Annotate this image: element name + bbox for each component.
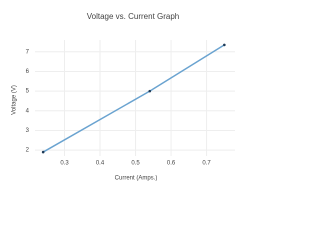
data-point [41, 150, 45, 154]
x-tick-label: 0.5 [131, 161, 140, 167]
data-line [42, 44, 225, 153]
y-tick-label: 2 [26, 148, 30, 154]
x-tick-label: 0.3 [60, 161, 69, 167]
y-tick-label: 6 [26, 69, 30, 75]
y-tick-label: 7 [26, 49, 30, 55]
y-tick-label: 4 [26, 108, 30, 114]
data-point [223, 43, 226, 47]
y-tick-label: 5 [26, 89, 30, 95]
x-tick-label: 0.4 [96, 161, 105, 167]
y-axis-title: Voltage (V) [12, 85, 18, 115]
x-tick-label: 0.6 [167, 161, 176, 167]
x-tick-label: 0.7 [202, 161, 211, 167]
data-point [148, 89, 152, 93]
y-tick-label: 3 [26, 128, 30, 134]
x-axis-title: Current (Amps.) [115, 176, 158, 182]
chart: Voltage vs. Current Graph Current (Amps.… [12, 12, 235, 182]
chart-title: Voltage vs. Current Graph [87, 12, 180, 21]
